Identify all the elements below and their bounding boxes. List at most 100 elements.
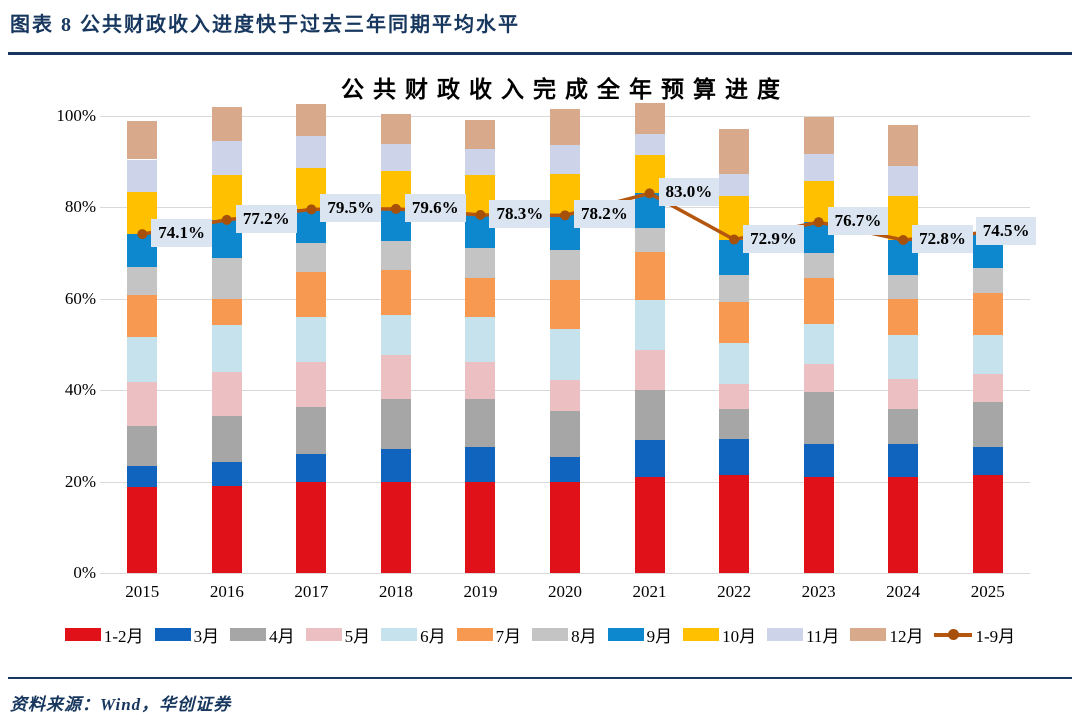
data-label-2019: 78.3% <box>489 199 551 228</box>
bar-segment-2023-5月 <box>803 363 834 393</box>
bar-segment-2023-3月 <box>803 444 834 478</box>
bar-segment-2024-4月 <box>888 408 919 444</box>
bar-segment-2018-8月 <box>380 241 411 270</box>
legend-item-3月: 3月 <box>154 622 219 647</box>
bar-segment-2016-3月 <box>211 462 242 487</box>
bar-segment-2023-1-2月 <box>803 477 834 573</box>
bar-segment-2018-3月 <box>380 449 411 483</box>
bar-segment-2016-12月 <box>211 107 242 142</box>
bar-segment-2021-1-2月 <box>634 477 665 573</box>
bar-segment-2023-8月 <box>803 253 834 279</box>
y-axis-label: 40% <box>64 380 96 400</box>
bar-segment-2021-3月 <box>634 439 665 478</box>
bar-segment-2016-11月 <box>211 141 242 176</box>
legend-swatch-7月 <box>456 628 493 641</box>
x-axis-label-2016: 2016 <box>209 582 244 601</box>
bar-segment-2016-1-2月 <box>211 486 242 573</box>
figure-title: 图表 8 公共财政收入进度快于过去三年同期平均水平 <box>10 14 520 36</box>
bar-segment-2017-6月 <box>296 316 327 363</box>
bar-segment-2022-5月 <box>719 383 750 409</box>
bar-segment-2015-5月 <box>127 382 158 426</box>
bar-segment-2020-6月 <box>550 328 580 381</box>
x-axis-label-2022: 2022 <box>717 582 752 601</box>
bar-segment-2018-6月 <box>380 315 411 356</box>
legend-item-11月: 11月 <box>767 622 839 647</box>
legend-label: 5月 <box>344 627 371 646</box>
y-axis-label: 100% <box>56 105 96 125</box>
bar-segment-2024-1-2月 <box>888 477 919 573</box>
data-label-2020: 78.2% <box>574 200 635 229</box>
legend-item-1-2月: 1-2月 <box>64 622 144 647</box>
bar-segment-2019-1-2月 <box>465 481 496 573</box>
bar-segment-2016-7月 <box>211 298 242 326</box>
y-axis-label: 60% <box>64 288 96 308</box>
chart-legend: 1-2月 3月 4月 5月 6月 7月 8月 9月 10月 11月 12月 1-9月 <box>0 622 1080 647</box>
data-label-2024: 72.8% <box>912 225 973 253</box>
bar-segment-2025-5月 <box>972 373 1003 403</box>
bar-segment-2022-1-2月 <box>719 475 750 573</box>
gridline-0% <box>100 573 1030 574</box>
x-axis-label-2017: 2017 <box>294 582 329 601</box>
y-axis-label: 20% <box>64 471 96 491</box>
legend-item-12月: 12月 <box>850 622 923 647</box>
bar-segment-2021-11月 <box>634 134 665 155</box>
legend-item-5月: 5月 <box>305 622 371 647</box>
bar-segment-2021-6月 <box>634 299 665 351</box>
bar-segment-2021-4月 <box>634 390 665 440</box>
x-axis-label-2015: 2015 <box>125 582 160 601</box>
legend-swatch-4月 <box>230 628 267 641</box>
bar-segment-2022-11月 <box>719 173 750 197</box>
bar-segment-2019-6月 <box>465 316 496 363</box>
bar-segment-2019-8月 <box>465 248 496 278</box>
bar-segment-2020-7月 <box>550 279 580 329</box>
bar-segment-2022-8月 <box>719 274 750 302</box>
x-axis-label-2020: 2020 <box>548 582 582 601</box>
bar-segment-2015-8月 <box>127 266 158 295</box>
bar-segment-2018-11月 <box>380 144 411 171</box>
legend-line-swatch <box>934 629 973 640</box>
legend-label: 10月 <box>722 627 757 646</box>
bar-segment-2025-3月 <box>972 447 1003 476</box>
bar-segment-2019-12月 <box>465 120 496 150</box>
bar-segment-2018-4月 <box>380 398 411 450</box>
bar-segment-2025-4月 <box>972 402 1003 448</box>
bar-segment-2018-5月 <box>380 355 411 399</box>
bar-segment-2025-7月 <box>972 293 1003 336</box>
data-label-2022: 72.9% <box>743 224 804 253</box>
bar-segment-2018-12月 <box>380 114 411 145</box>
bar-segment-2015-6月 <box>127 336 158 383</box>
legend-swatch-1-2月 <box>64 628 101 641</box>
legend-label: 12月 <box>889 627 924 646</box>
bar-segment-2025-8月 <box>972 268 1003 294</box>
bar-segment-2023-12月 <box>803 117 834 155</box>
bar-segment-2019-4月 <box>465 398 496 448</box>
bar-segment-2019-5月 <box>465 362 496 399</box>
legend-label: 4月 <box>269 627 295 646</box>
bar-segment-2020-3月 <box>550 457 580 483</box>
legend-swatch-5月 <box>305 628 342 641</box>
legend-label: 1-9月 <box>975 627 1016 646</box>
bar-segment-2015-7月 <box>127 294 158 337</box>
bar-segment-2024-5月 <box>888 378 919 409</box>
legend-swatch-9月 <box>607 628 644 641</box>
legend-label: 8月 <box>571 627 597 646</box>
legend-label: 9月 <box>646 627 673 646</box>
bar-segment-2016-6月 <box>211 325 242 373</box>
header-rule <box>8 52 1072 55</box>
bar-segment-2019-11月 <box>465 149 496 176</box>
bar-segment-2022-7月 <box>719 301 750 344</box>
bar-segment-2016-8月 <box>211 258 242 299</box>
data-label-2021: 83.0% <box>658 178 720 207</box>
bar-segment-2015-3月 <box>127 465 158 487</box>
legend-item-6月: 6月 <box>381 622 446 647</box>
x-axis-label-2021: 2021 <box>632 582 667 601</box>
x-axis-label-2019: 2019 <box>463 582 498 601</box>
bar-segment-2024-7月 <box>888 298 919 336</box>
data-label-2017: 79.5% <box>320 194 382 223</box>
bar-segment-2024-3月 <box>888 444 919 478</box>
bar-segment-2024-6月 <box>888 335 919 379</box>
bar-segment-2023-4月 <box>803 392 834 444</box>
bar-segment-2022-4月 <box>719 408 750 439</box>
bar-segment-2023-7月 <box>803 278 834 324</box>
